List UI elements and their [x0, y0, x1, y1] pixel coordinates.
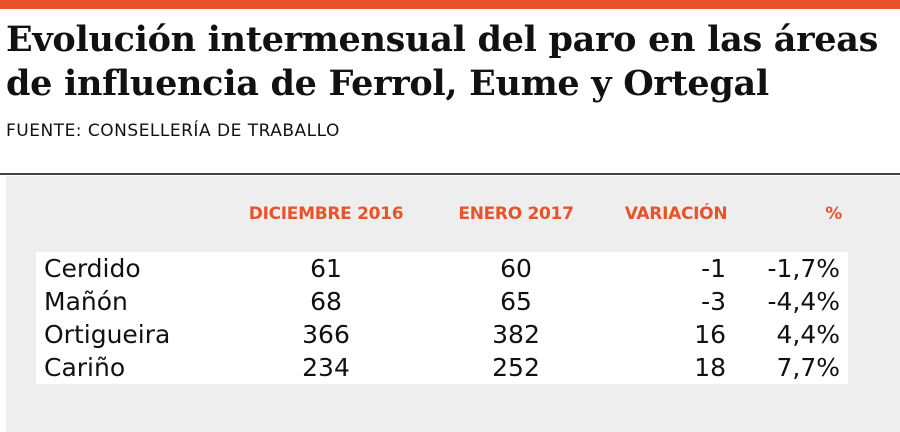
column-header-diciembre-2016: DICIEMBRE 2016 [248, 204, 404, 224]
row-name: Ortigueira [44, 320, 171, 349]
cell-variacion: 16 [694, 320, 726, 349]
cell-enero-2017: 65 [500, 287, 532, 316]
accent-bar [0, 0, 900, 9]
row-name: Cariño [44, 353, 126, 382]
cell-diciembre-2016: 366 [302, 320, 350, 349]
column-header-variacion: VARIACIÓN [624, 204, 728, 224]
chart-title: Evolución intermensual del paro en las á… [6, 19, 879, 104]
cell-diciembre-2016: 61 [310, 254, 342, 283]
table-row-ortigueira: Ortigueira 366 382 16 4,4% [36, 318, 848, 351]
table-row-carino: Cariño 234 252 18 7,7% [36, 351, 848, 384]
cell-enero-2017: 60 [500, 254, 532, 283]
cell-percent: 7,7% [776, 353, 840, 382]
cell-variacion: -1 [701, 254, 726, 283]
row-name: Cerdido [44, 254, 141, 283]
table-row-manon: Mañón 68 65 -3 -4,4% [36, 285, 848, 318]
source-label: FUENTE: CONSELLERÍA DE TRABALLO [6, 121, 340, 141]
cell-diciembre-2016: 234 [302, 353, 350, 382]
divider [0, 173, 900, 175]
row-name: Mañón [44, 287, 128, 316]
cell-variacion: 18 [694, 353, 726, 382]
cell-percent: -1,7% [767, 254, 840, 283]
cell-diciembre-2016: 68 [310, 287, 342, 316]
table-row-cerdido: Cerdido 61 60 -1 -1,7% [36, 252, 848, 285]
column-header-enero-2017: ENERO 2017 [458, 204, 574, 224]
cell-percent: 4,4% [776, 320, 840, 349]
data-table: Cerdido 61 60 -1 -1,7% Mañón 68 65 -3 -4… [36, 252, 848, 384]
cell-variacion: -3 [701, 287, 726, 316]
cell-enero-2017: 382 [492, 320, 540, 349]
cell-enero-2017: 252 [492, 353, 540, 382]
cell-percent: -4,4% [767, 287, 840, 316]
column-header-percent: % [825, 204, 842, 224]
